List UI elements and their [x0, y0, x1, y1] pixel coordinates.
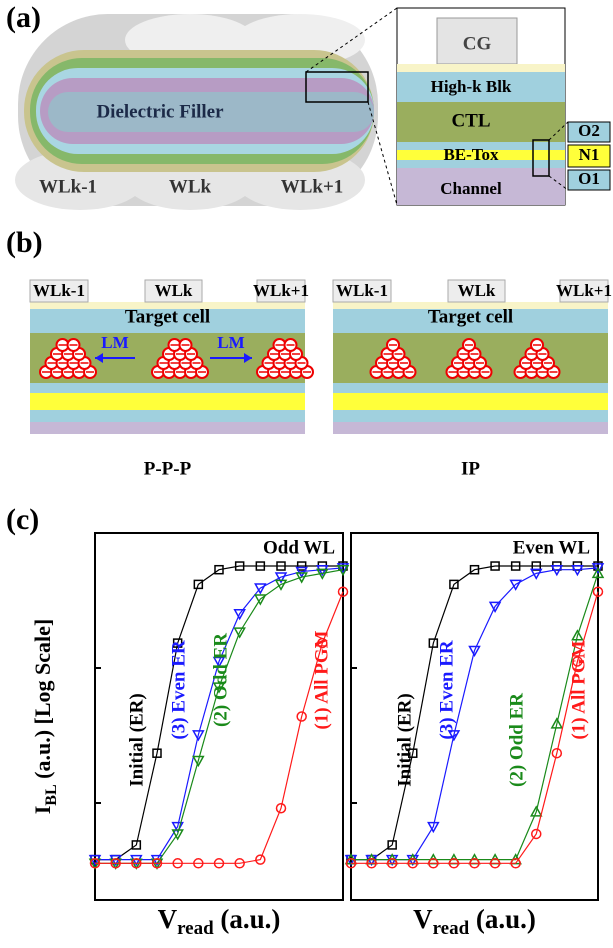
x-axis-label-part: (a.u.): [214, 904, 281, 934]
layer-label: CG: [463, 33, 492, 54]
layer-label: O1: [578, 169, 600, 188]
cap-layer: [397, 64, 565, 72]
wordline-label: WLk: [155, 281, 193, 300]
x-axis-label-part: V: [413, 904, 433, 934]
y-axis-label-part: BL: [43, 784, 60, 805]
series-label: (2) Odd ER: [210, 633, 231, 727]
series-label: (1) All PGM: [568, 640, 589, 739]
layer: [30, 393, 305, 410]
x-axis-label-part: read: [177, 918, 214, 939]
layer-stack: CG High-k Blk CTL BE-Tox Channel O2 N1 O…: [397, 8, 610, 205]
layer: [30, 410, 305, 422]
layer: [333, 410, 608, 422]
panel-label: (a): [6, 1, 41, 34]
x-axis-label-part: read: [433, 918, 470, 939]
wordline-label: WLk+1: [556, 281, 612, 300]
layer-label: N1: [579, 145, 600, 164]
layer: [333, 393, 608, 410]
wordline-label: WLk+1: [253, 281, 309, 300]
arrow-label: LM: [217, 333, 244, 352]
cell-label: Target cell: [125, 306, 210, 327]
layer: [30, 422, 305, 434]
series-line: [351, 573, 598, 859]
x-axis-label: Vread (a.u.): [158, 904, 281, 939]
layer-label: High-k Blk: [431, 77, 512, 96]
layer: [333, 383, 608, 393]
x-axis-label-part: V: [158, 904, 178, 934]
series-line: [351, 568, 598, 860]
chart-title: Even WL: [513, 537, 590, 558]
series-label: (3) Even ER: [436, 640, 457, 740]
series-label: Initial (ER): [394, 693, 415, 786]
x-axis-label-part: (a.u.): [469, 904, 536, 934]
layer-label: BE-Tox: [443, 145, 499, 164]
cylinder: Dielectric Filler WLk-1 WLk WLk+1: [15, 8, 397, 210]
panel-label: (b): [6, 226, 43, 259]
cell-label: Target cell: [428, 306, 513, 327]
panel-c: Initial (ER) (3) Even ER (2) Odd ER (1) All…: [30, 533, 603, 939]
caption: IP: [461, 458, 480, 479]
filler-label: Dielectric Filler: [96, 101, 224, 122]
caption: P-P-P: [144, 458, 192, 479]
wordline-label: WLk+1: [281, 176, 344, 197]
y-axis-label-part: I: [30, 806, 55, 815]
series-label: (2) Odd ER: [506, 693, 527, 787]
wordline-label: WLk-1: [39, 176, 97, 197]
layer-label: CTL: [451, 110, 490, 131]
layer: [333, 422, 608, 434]
layer: [30, 383, 305, 393]
y-axis-label: IBL (a.u.) [Log Scale]: [30, 619, 60, 815]
wordline-label: WLk-1: [33, 281, 85, 300]
panel-b: WLk-1 WLk WLk+1 Target cell LM LM P-P-P WLk-1 WL…: [30, 280, 612, 479]
series-label: (3) Even ER: [168, 640, 189, 740]
chart-title: Odd WL: [263, 537, 335, 558]
panel-label: (c): [6, 503, 39, 536]
y-axis-label-part: (a.u.) [Log Scale]: [30, 619, 55, 785]
arrow-label: LM: [101, 333, 128, 352]
x-axis-label: Vread (a.u.): [413, 904, 536, 939]
wordline-label: WLk-1: [336, 281, 388, 300]
wordline-label: WLk: [169, 176, 212, 197]
figure: (a) Dielectric Filler WLk-1 WLk WLk+1 CG…: [0, 0, 613, 948]
layer-label: O2: [578, 121, 600, 140]
wordline-label: WLk: [458, 281, 496, 300]
series-label: (1) All PGM: [311, 630, 332, 729]
layer-label: Channel: [440, 179, 502, 198]
series-line: [351, 566, 598, 860]
series-label: Initial (ER): [126, 693, 147, 786]
